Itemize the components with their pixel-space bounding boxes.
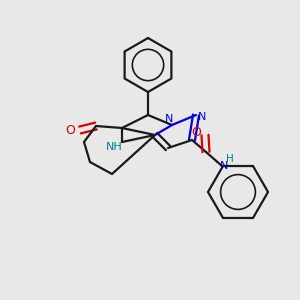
Text: H: H (226, 154, 234, 164)
Text: N: N (198, 112, 206, 122)
Text: N: N (220, 161, 228, 171)
Text: N: N (165, 114, 173, 124)
Text: NH: NH (106, 142, 122, 152)
Text: O: O (65, 124, 75, 136)
Text: O: O (191, 127, 201, 140)
